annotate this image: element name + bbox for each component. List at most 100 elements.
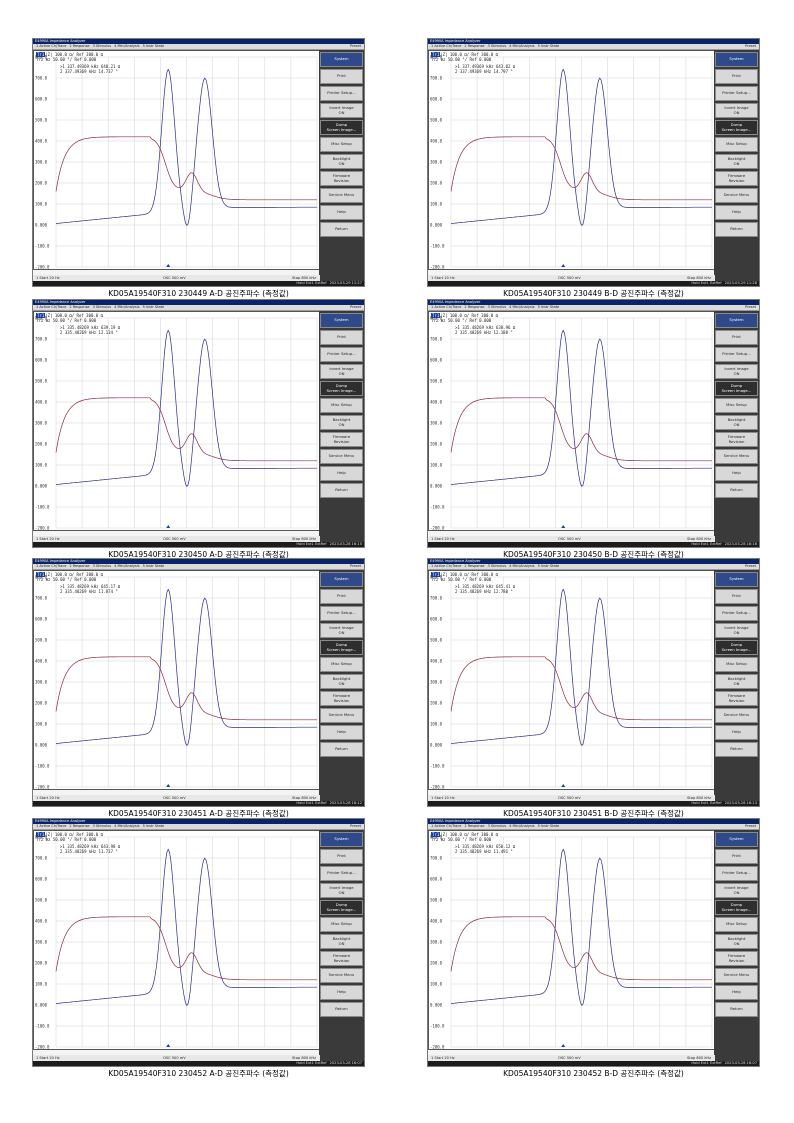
preset-button[interactable]: Preset [745, 824, 756, 828]
marker-arrow[interactable] [166, 264, 171, 267]
softkey-button[interactable]: Help [715, 466, 758, 481]
menu-item[interactable]: 3 Stimulus [487, 305, 507, 309]
preset-button[interactable]: Preset [350, 824, 361, 828]
menu-item[interactable]: 3 Stimulus [487, 564, 507, 568]
softkey-button[interactable]: System [715, 832, 758, 847]
menu-item[interactable]: 3 Stimulus [92, 824, 112, 828]
softkey-button[interactable]: Dump Screen Image... [715, 120, 758, 135]
preset-button[interactable]: Preset [745, 564, 756, 568]
softkey-button[interactable]: System [320, 572, 363, 587]
softkey-button[interactable]: Return [320, 222, 363, 237]
softkey-button[interactable]: Print [320, 330, 363, 345]
softkey-button[interactable]: Dump Screen Image... [715, 381, 758, 396]
menu-item[interactable]: 1 Active Ch/Trace [36, 44, 67, 48]
softkey-button[interactable]: Service Menu [320, 449, 363, 464]
softkey-button[interactable]: Service Menu [320, 968, 363, 983]
menu-item[interactable]: 5 Instr State [142, 824, 165, 828]
softkey-button[interactable]: Printer Setup... [715, 606, 758, 621]
softkey-button[interactable]: Print [715, 69, 758, 84]
menu-item[interactable]: 1 Active Ch/Trace [431, 305, 462, 309]
softkey-button[interactable]: Return [320, 742, 363, 757]
menu-item[interactable]: 2 Response [69, 824, 90, 828]
softkey-button[interactable]: Service Menu [715, 968, 758, 983]
softkey-button[interactable]: System [320, 832, 363, 847]
menu-item[interactable]: 2 Response [464, 824, 485, 828]
menu-item[interactable]: 5 Instr State [537, 564, 560, 568]
softkey-button[interactable]: Invert Image ON [715, 103, 758, 118]
softkey-button[interactable]: Printer Setup... [715, 347, 758, 362]
softkey-button[interactable]: System [715, 52, 758, 67]
softkey-button[interactable]: Invert Image ON [715, 883, 758, 898]
menu-item[interactable]: 4 Mkr/Analysis [114, 44, 140, 48]
softkey-button[interactable]: Backlight ON [320, 154, 363, 169]
softkey-button[interactable]: Service Menu [715, 708, 758, 723]
softkey-button[interactable]: Return [715, 222, 758, 237]
menu-item[interactable]: 5 Instr State [142, 44, 165, 48]
menu-item[interactable]: 4 Mkr/Analysis [509, 824, 535, 828]
softkey-button[interactable]: Misc Setup [320, 137, 363, 152]
preset-button[interactable]: Preset [350, 44, 361, 48]
softkey-button[interactable]: Print [320, 589, 363, 604]
menu-item[interactable]: 4 Mkr/Analysis [509, 44, 535, 48]
softkey-button[interactable]: Backlight ON [715, 415, 758, 430]
softkey-button[interactable]: Return [320, 1002, 363, 1017]
softkey-button[interactable]: Invert Image ON [320, 883, 363, 898]
marker-arrow[interactable] [166, 784, 171, 787]
marker-arrow[interactable] [166, 1044, 171, 1047]
softkey-button[interactable]: Backlight ON [320, 674, 363, 689]
softkey-button[interactable]: Dump Screen Image... [320, 120, 363, 135]
marker-arrow[interactable] [561, 784, 566, 787]
marker-arrow[interactable] [561, 1044, 566, 1047]
menu-item[interactable]: 2 Response [464, 564, 485, 568]
softkey-button[interactable]: Backlight ON [715, 674, 758, 689]
marker-arrow[interactable] [561, 525, 566, 528]
preset-button[interactable]: Preset [745, 44, 756, 48]
softkey-button[interactable]: System [320, 313, 363, 328]
softkey-button[interactable]: System [715, 572, 758, 587]
preset-button[interactable]: Preset [745, 305, 756, 309]
menu-item[interactable]: 5 Instr State [537, 305, 560, 309]
softkey-button[interactable]: Service Menu [715, 449, 758, 464]
softkey-button[interactable]: Firmware Revision [320, 432, 363, 447]
softkey-button[interactable]: Dump Screen Image... [320, 900, 363, 915]
menu-item[interactable]: 2 Response [464, 44, 485, 48]
softkey-button[interactable]: Print [715, 589, 758, 604]
softkey-button[interactable]: Firmware Revision [715, 432, 758, 447]
softkey-button[interactable]: Help [715, 985, 758, 1000]
softkey-button[interactable]: Dump Screen Image... [715, 900, 758, 915]
menu-item[interactable]: 4 Mkr/Analysis [509, 564, 535, 568]
softkey-button[interactable]: Return [715, 1002, 758, 1017]
menu-item[interactable]: 1 Active Ch/Trace [36, 824, 67, 828]
menu-item[interactable]: 3 Stimulus [92, 44, 112, 48]
softkey-button[interactable]: Misc Setup [320, 657, 363, 672]
menu-item[interactable]: 1 Active Ch/Trace [431, 44, 462, 48]
menu-item[interactable]: 5 Instr State [537, 44, 560, 48]
softkey-button[interactable]: Backlight ON [320, 934, 363, 949]
softkey-button[interactable]: Backlight ON [320, 415, 363, 430]
softkey-button[interactable]: Printer Setup... [320, 347, 363, 362]
menu-item[interactable]: 1 Active Ch/Trace [36, 564, 67, 568]
softkey-button[interactable]: Firmware Revision [715, 691, 758, 706]
softkey-button[interactable]: Print [715, 330, 758, 345]
softkey-button[interactable]: Printer Setup... [715, 866, 758, 881]
menu-item[interactable]: 1 Active Ch/Trace [431, 824, 462, 828]
menu-item[interactable]: 3 Stimulus [487, 824, 507, 828]
softkey-button[interactable]: Invert Image ON [715, 623, 758, 638]
menu-item[interactable]: 1 Active Ch/Trace [431, 564, 462, 568]
softkey-button[interactable]: Help [320, 205, 363, 220]
softkey-button[interactable]: Firmware Revision [320, 691, 363, 706]
preset-button[interactable]: Preset [350, 564, 361, 568]
menu-item[interactable]: 2 Response [69, 564, 90, 568]
softkey-button[interactable]: Service Menu [320, 708, 363, 723]
menu-item[interactable]: 4 Mkr/Analysis [114, 824, 140, 828]
softkey-button[interactable]: Dump Screen Image... [320, 640, 363, 655]
softkey-button[interactable]: Misc Setup [715, 398, 758, 413]
softkey-button[interactable]: Misc Setup [715, 137, 758, 152]
softkey-button[interactable]: Help [320, 725, 363, 740]
menu-item[interactable]: 1 Active Ch/Trace [36, 305, 67, 309]
menu-item[interactable]: 3 Stimulus [92, 564, 112, 568]
softkey-button[interactable]: Invert Image ON [320, 103, 363, 118]
menu-item[interactable]: 5 Instr State [142, 564, 165, 568]
softkey-button[interactable]: Printer Setup... [320, 606, 363, 621]
menu-item[interactable]: 5 Instr State [142, 305, 165, 309]
